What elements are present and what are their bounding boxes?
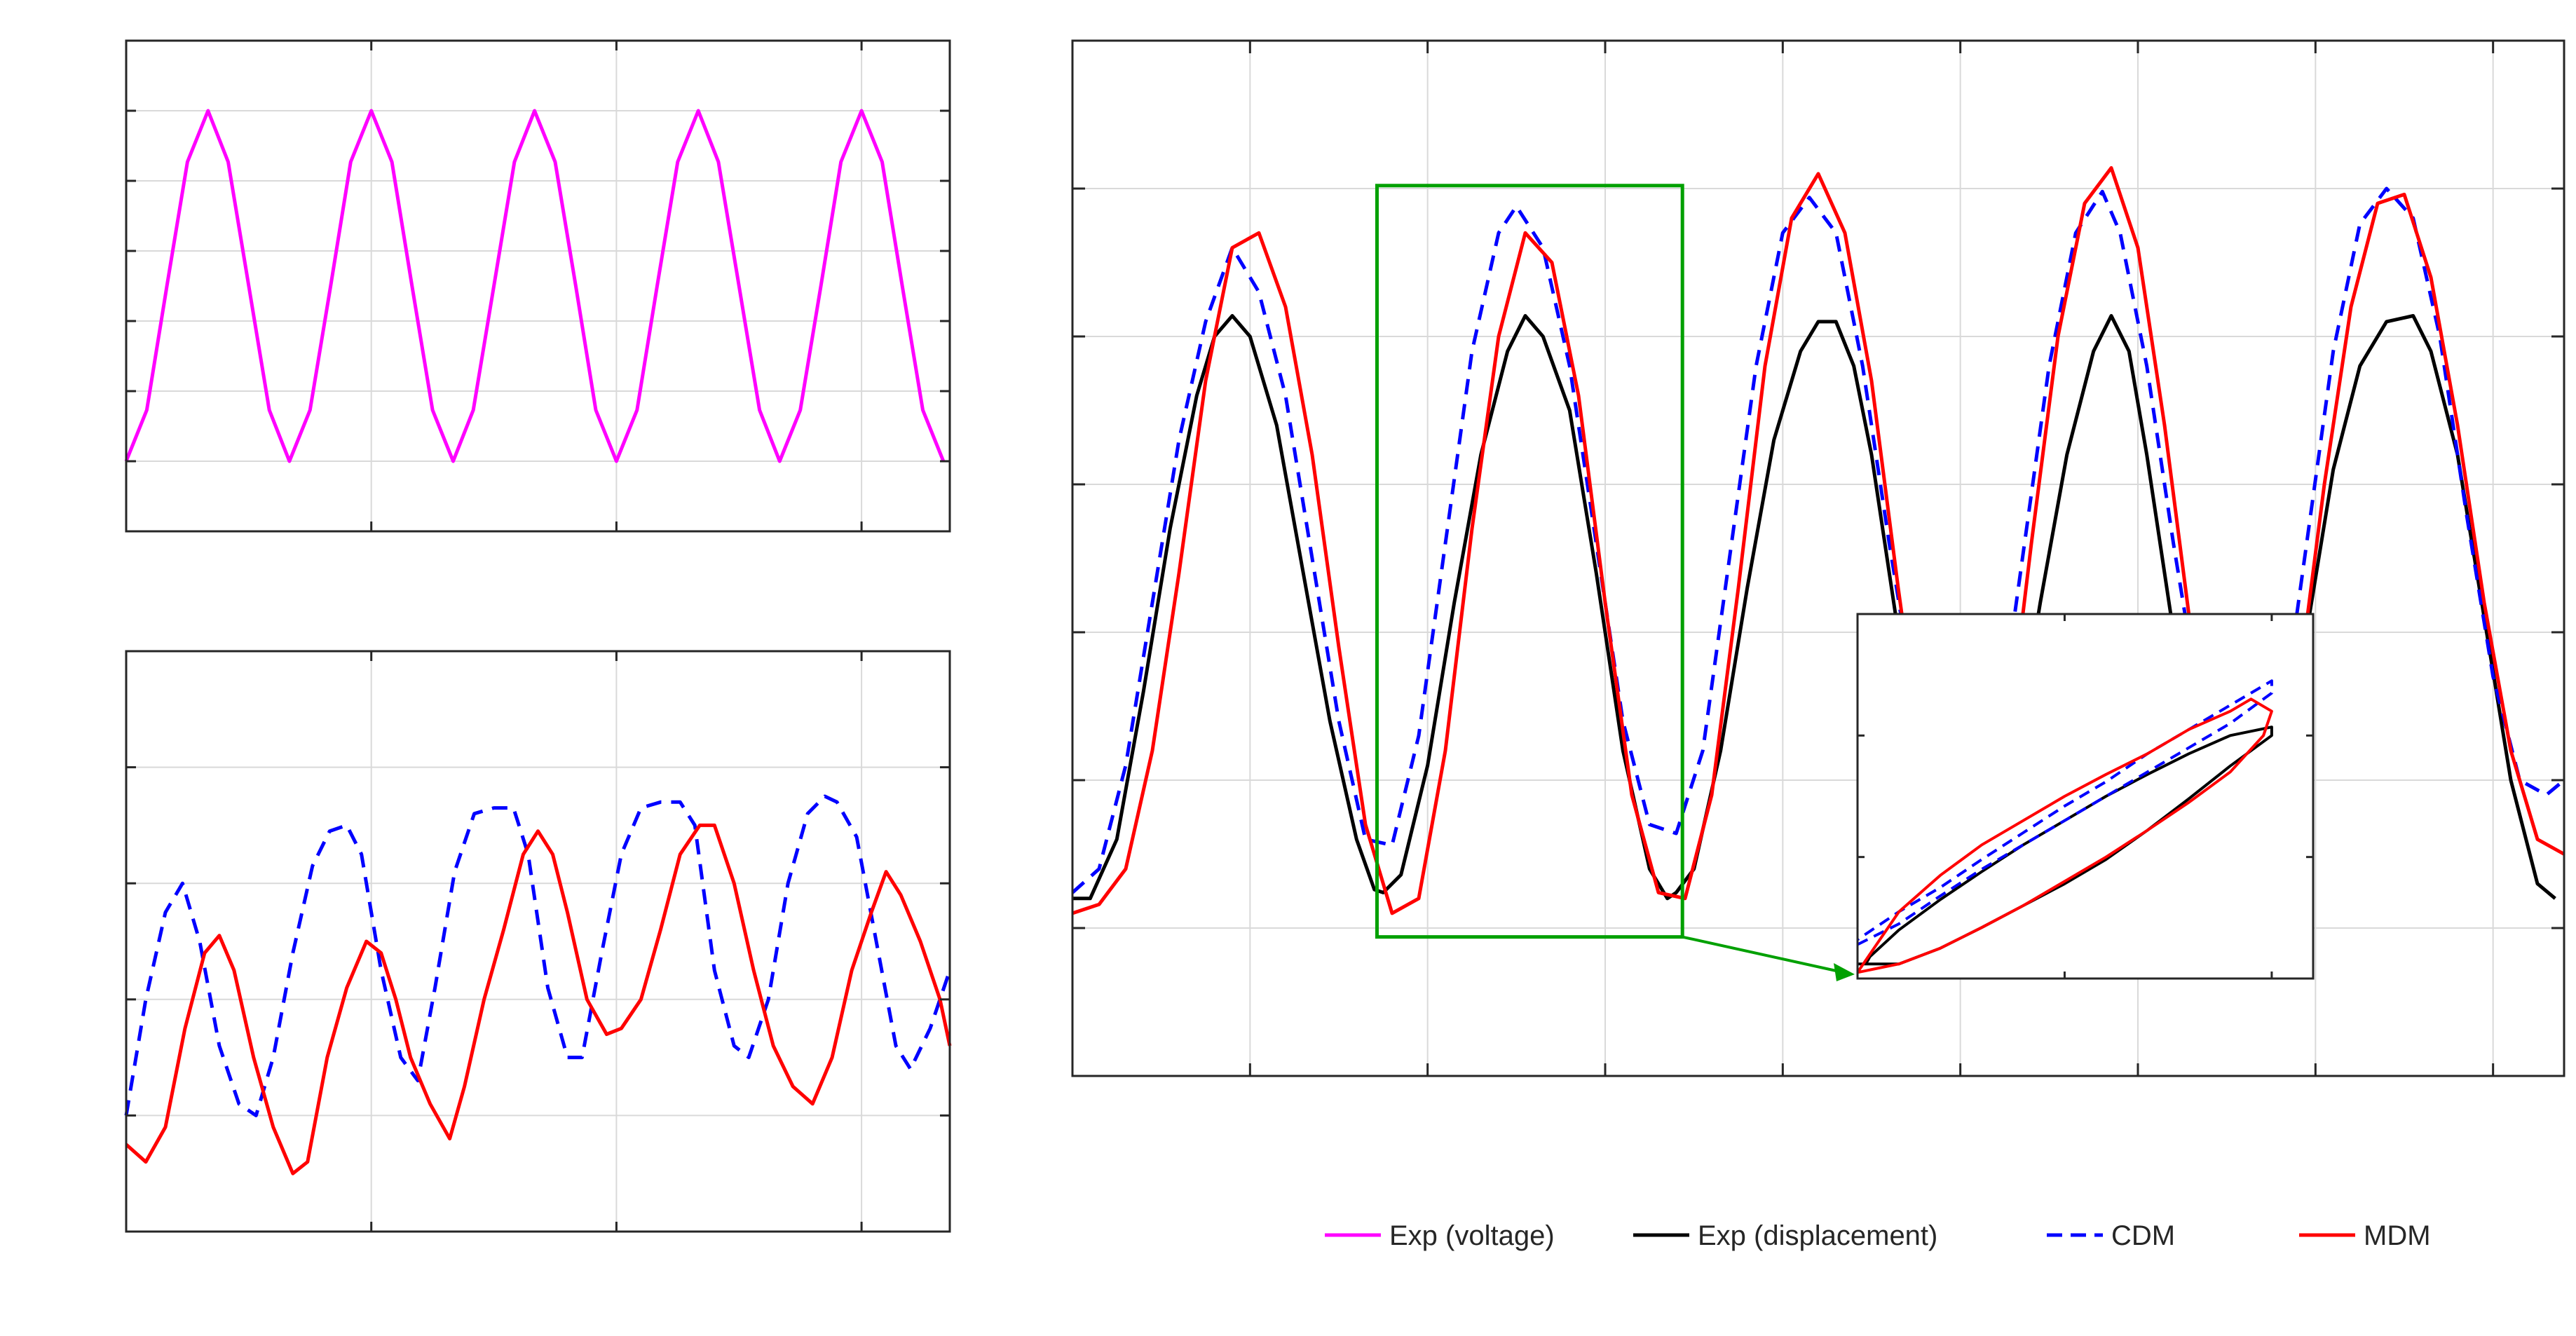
legend-label-cdm: CDM [2111, 1220, 2175, 1251]
plot-area-b [1072, 41, 2564, 1076]
legend: Exp (voltage) Exp (displacement) CDM MDM [1325, 1220, 2431, 1251]
legend-label-exp-voltage: Exp (voltage) [1389, 1220, 1555, 1251]
panel-b-inset [1856, 613, 2315, 980]
zoom-connector-line [1682, 935, 1840, 973]
panel-c [124, 650, 952, 1233]
panel-a [124, 39, 951, 533]
plot-area-b_inset [1858, 614, 2313, 979]
series-line-exp-voltage--a [124, 109, 946, 463]
legend-label-exp-displacement: Exp (displacement) [1698, 1220, 1937, 1251]
series-line-mdm-c [125, 823, 952, 1175]
series-line-cdm-c [124, 794, 952, 1117]
axes-box-b [1071, 39, 2565, 1077]
panel-b [1071, 39, 2565, 1077]
axes-box-a [125, 39, 951, 533]
legend-label-mdm: MDM [2364, 1220, 2431, 1251]
axes-box-b_inset [1856, 613, 2315, 980]
axes-box-c [125, 650, 951, 1233]
series-line-mdm-b [1072, 166, 2565, 915]
series-line-mdm-b_inset [1856, 697, 2273, 974]
zoom-annotation [1375, 184, 1855, 981]
zoom-box [1375, 184, 1684, 939]
series-line-cdm-b_inset [1856, 679, 2273, 946]
zoom-connector-arrowhead [1834, 963, 1855, 981]
plot-area-c [126, 651, 950, 1232]
